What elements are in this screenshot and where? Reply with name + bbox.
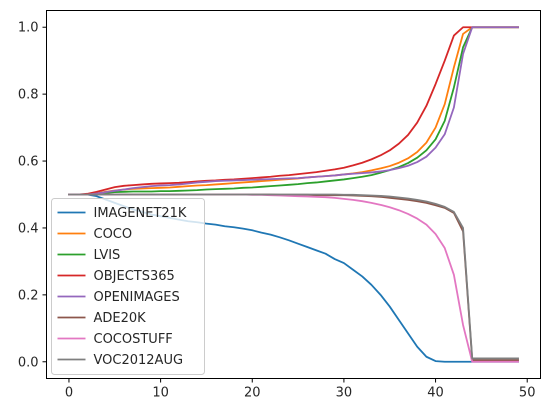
- legend-label-openimages: OPENIMAGES: [94, 290, 180, 305]
- legend-label-ade20k: ADE20K: [94, 311, 147, 326]
- legend-box: [51, 198, 205, 375]
- x-tick-label: 0: [65, 386, 73, 401]
- y-tick-label: 0.4: [18, 221, 39, 236]
- x-tick-label: 20: [244, 386, 261, 401]
- y-tick-label: 0.2: [18, 288, 39, 303]
- legend-label-objects365: OBJECTS365: [94, 269, 175, 284]
- x-tick-label: 40: [427, 386, 444, 401]
- y-tick-label: 1.0: [18, 21, 39, 36]
- legend: IMAGENET21K COCO LVIS OBJECTS365 OPENIMAGES A…: [51, 198, 205, 375]
- series-line-voc2012aug: [68, 193, 519, 360]
- legend-label-coco: COCO: [94, 227, 133, 242]
- series-line-objects365: [68, 26, 519, 196]
- series-line-lvis: [68, 26, 519, 196]
- legend-label-imagenet21k: IMAGENET21K: [94, 206, 187, 221]
- plot-frame: [46, 10, 541, 379]
- x-tick-label: 50: [519, 386, 536, 401]
- y-tick-label: 0.8: [18, 88, 39, 103]
- x-tick-label: 10: [152, 386, 169, 401]
- legend-label-lvis: LVIS: [94, 248, 121, 263]
- legend-label-cocostuff: COCOSTUFF: [94, 332, 173, 347]
- series-line-openimages: [68, 26, 519, 196]
- x-tick-label: 30: [336, 386, 353, 401]
- y-axis: 0.0 0.2 0.4 0.6 0.8 1.0: [18, 21, 47, 370]
- legend-label-voc2012aug: VOC2012AUG: [94, 353, 184, 368]
- y-tick-label: 0.0: [18, 355, 39, 370]
- x-axis: 0 10 20 30 40 50: [65, 378, 536, 401]
- y-tick-label: 0.6: [18, 155, 39, 170]
